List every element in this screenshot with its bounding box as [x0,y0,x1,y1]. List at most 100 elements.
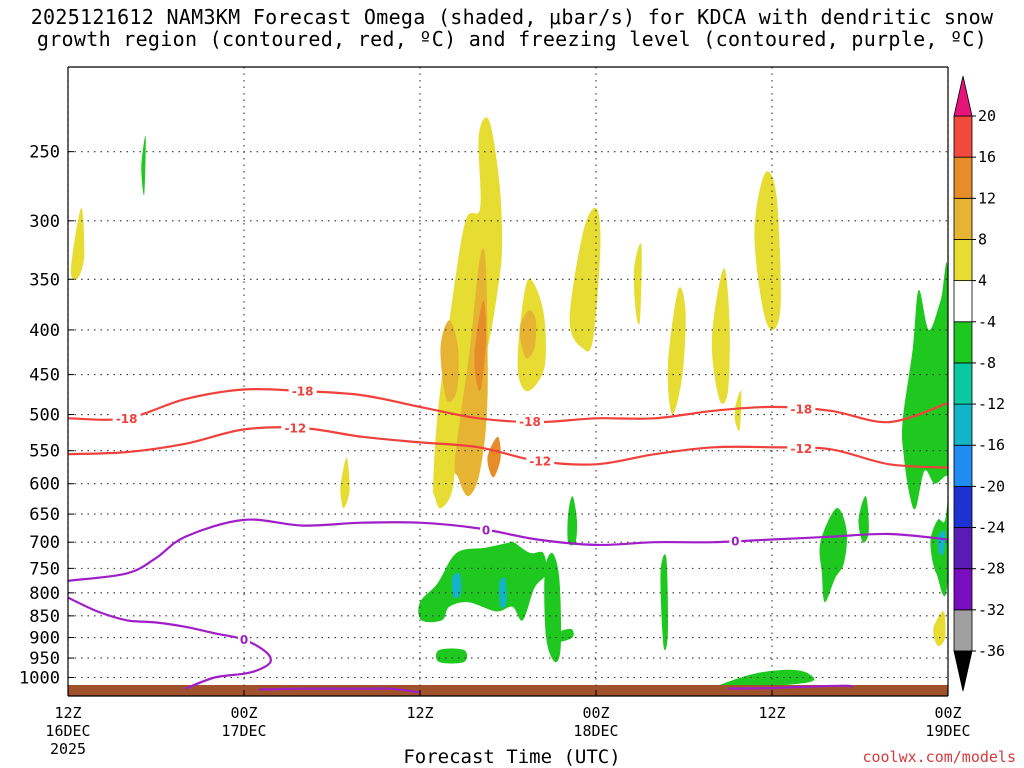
omega-region [937,530,946,556]
omega-region [440,320,459,403]
colorbar-segment [953,609,973,652]
omega-region [519,310,537,359]
omega-region [435,648,468,664]
colorbar-label: -12 [978,395,1005,413]
colorbar-segment [953,115,973,158]
x-tick-label: 00Z [934,704,961,722]
omega-region [569,207,601,352]
y-tick-label: 550 [29,442,60,462]
x-tick-date: 18DEC [573,722,618,740]
omega-region [633,243,642,325]
contour-label-bg [526,454,555,469]
contour-dgz-minus18 [68,387,948,424]
omega-region [451,572,462,599]
colorbar-segment [953,485,973,528]
contour-label: -18 [292,385,314,399]
omega-region [715,669,815,688]
contour-label-bg [787,441,816,456]
colorbar-segment [953,197,973,240]
y-tick-label: 850 [29,607,60,627]
colorbar-segment [953,239,973,282]
colorbar-label: 4 [978,272,987,290]
contour-freezing-surface [258,687,421,694]
colorbar-segment [953,321,973,364]
y-tick-label: 800 [29,584,60,604]
contour-label-bg [787,401,816,416]
y-tick-label: 500 [29,406,60,426]
omega-region [567,496,578,546]
omega-region [858,496,869,543]
plot-frame [67,66,949,697]
contour-label-bg [112,411,141,426]
contour-label: -18 [116,412,138,426]
omega-region [454,248,488,497]
y-tick-label: 350 [29,270,60,290]
colorbar-segment [953,444,973,487]
credit-link[interactable]: coolwx.com/models [862,748,1016,766]
contour-label: -18 [790,402,812,416]
contours: -18 -18 -18 -18 -12 -12 -12 0 0 0 [68,384,948,694]
colorbar-label: 16 [978,148,996,166]
omega-region [487,436,501,478]
omega-shading [70,117,948,688]
x-tick-label: 12Z [758,704,785,722]
colorbar-label: 20 [978,107,996,125]
omega-region [754,171,781,331]
omega-region [498,577,507,609]
contour-label-bg [480,522,492,537]
omega-region [933,611,946,647]
colorbar-label: -4 [978,313,996,331]
colorbar-segment [953,403,973,446]
omega-region [555,628,574,642]
x-tick-date: 17DEC [221,722,266,740]
contour-label: 0 [482,523,490,537]
y-tick-label: 900 [29,629,60,649]
y-tick-label: 300 [29,212,60,232]
omega-region [433,117,503,509]
y-tick-label: 250 [29,143,60,163]
contour-label: -12 [284,422,306,436]
ground-layer [68,685,948,696]
y-tick-label: 400 [29,321,60,341]
colorbar-label: -20 [978,477,1005,495]
omega-region [418,541,547,623]
x-tick-label: 12Z [54,704,81,722]
colorbar-segment [953,156,973,199]
colorbar-over-arrow [953,75,973,117]
omega-region [70,207,85,281]
contour-label-bg [238,632,250,647]
omega-region [734,390,742,432]
omega-region [819,508,848,603]
x-axis-title: Forecast Time (UTC) [403,746,621,768]
y-tick-label: 1000 [19,668,60,688]
contour-label-bg [281,421,310,436]
chart-title-line2: growth region (contoured, red, ºC) and f… [36,27,988,51]
contour-label-bg [516,414,544,429]
y-tick-label: 950 [29,649,60,669]
omega-region [340,457,350,509]
colorbar-label: -8 [978,354,996,372]
colorbar-label: -36 [978,642,1005,660]
omega-region [544,552,562,663]
x-tick-label: 00Z [582,704,609,722]
x-tick-date: 19DEC [925,722,970,740]
contour-label: -18 [519,415,541,429]
colorbar-segment [953,280,973,323]
omega-region [901,262,948,597]
colorbar: -36 -32 -28 -24 -20 -16 -12 -8 -4 4 8 12 16 20 [953,75,1005,692]
contour-label-bg [288,384,317,399]
x-tick-date: 16DEC [45,722,90,740]
contour-freezing-upper [68,518,948,582]
x-tick-label: 00Z [230,704,257,722]
colorbar-under-arrow [953,650,973,692]
contour-dgz-minus12 [68,426,948,469]
omega-region [660,554,669,651]
colorbar-label: -16 [978,436,1005,454]
omega-region [667,287,686,415]
colorbar-label: -24 [978,519,1005,537]
contour-label-bg [729,534,742,549]
contour-freezing-surface2 [727,684,854,690]
colorbar-label: 8 [978,230,987,248]
